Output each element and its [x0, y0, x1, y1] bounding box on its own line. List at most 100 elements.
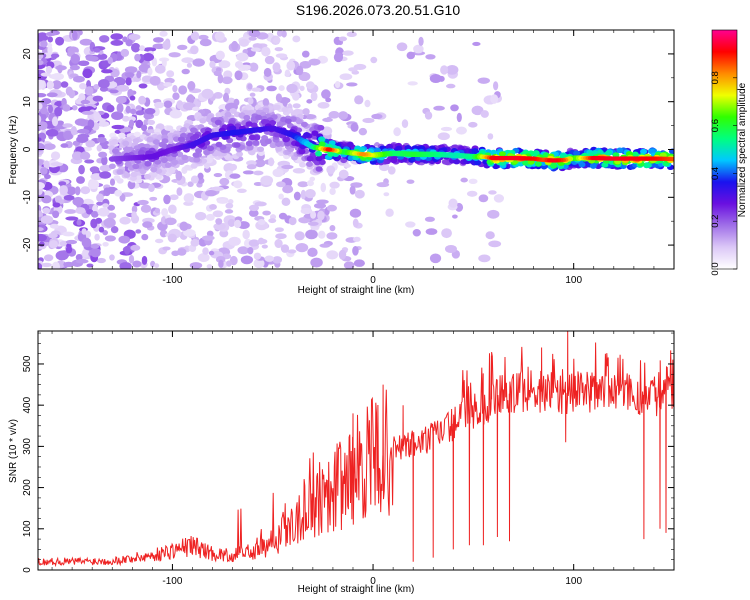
spectrogram-cell	[102, 203, 109, 208]
spectrogram-cell	[343, 163, 352, 168]
spectrogram-cell	[192, 58, 205, 67]
spectrogram-cell	[65, 239, 78, 245]
spectrogram-cell	[425, 228, 438, 235]
spectrogram-cell	[84, 86, 94, 96]
spectrogram-cell	[257, 146, 265, 153]
spectrogram-cell	[107, 212, 117, 220]
spectrogram-cell	[97, 207, 110, 217]
spectrogram-cell	[179, 221, 189, 232]
spectrogram-cell	[425, 54, 436, 60]
spectrogram-cell	[38, 227, 44, 232]
spectrogram-cell	[192, 106, 200, 112]
spectrogram-cell	[292, 167, 306, 174]
spectrogram-cell	[119, 262, 132, 269]
spectrogram-cell	[143, 173, 151, 180]
spectrogram-cell	[275, 53, 288, 59]
spectrogram-cell	[405, 221, 416, 228]
spectrogram-cell	[534, 161, 542, 167]
spectrogram-cell	[487, 209, 500, 219]
spectrogram-cell	[38, 241, 45, 247]
spectrogram-cell	[305, 161, 313, 167]
spectrogram-cell	[98, 151, 108, 158]
spectrogram-cell	[72, 75, 85, 83]
spectrogram-cell	[299, 161, 307, 168]
spectrogram-cell	[460, 177, 468, 183]
figure-title: S196.2026.073.20.51.G10	[296, 2, 460, 18]
spectrogram-cell	[219, 177, 230, 186]
spectrogram-cell	[224, 209, 234, 214]
spectrogram-cell	[248, 62, 259, 72]
spectrogram-cell	[41, 262, 52, 268]
spectrogram-cell	[38, 143, 46, 152]
spectrogram-cell	[456, 112, 462, 123]
spectrogram-cell	[46, 92, 58, 98]
spectrogram-cell	[317, 101, 330, 109]
spectrogram-cell	[81, 110, 94, 115]
spectrogram-cell	[248, 239, 260, 247]
spectrogram-cell	[90, 243, 100, 249]
spectrogram-cell	[60, 81, 69, 88]
spectrogram-cell	[262, 210, 271, 216]
spectrogram-cell	[107, 56, 113, 65]
spectrogram-cell	[616, 147, 624, 154]
spectrogram-cell	[197, 172, 204, 180]
spectrogram-cell	[308, 58, 321, 66]
spectrogram-cell	[116, 169, 124, 175]
spectrogram-cell	[453, 158, 461, 165]
spectrogram-cell	[257, 218, 266, 225]
spectrogram-cell	[144, 160, 152, 167]
spectrogram-cell	[141, 124, 148, 132]
spectrogram-cell	[429, 253, 442, 264]
spectrogram-cell	[149, 153, 157, 160]
spectrogram-cell	[93, 83, 100, 90]
spectrogram-cell	[234, 70, 243, 81]
spectrogram-cell	[488, 190, 497, 195]
spectrogram-cell	[307, 247, 318, 257]
spectrogram-cell	[181, 68, 190, 75]
spectrogram-cell	[94, 233, 100, 241]
snr-ytick-label: 500	[22, 355, 33, 372]
spectrogram-cell	[193, 156, 201, 163]
spectrogram-cell	[104, 235, 116, 242]
spectrogram-cell	[177, 136, 185, 143]
spectrogram-cell	[264, 55, 275, 65]
spectrogram-cell	[41, 195, 52, 204]
spectrogram-cell	[429, 74, 442, 84]
spectrogram-cell	[161, 58, 167, 68]
spectrogram-cell	[208, 250, 215, 256]
spectrogram-cell	[78, 93, 86, 102]
spectrogram-cell	[110, 33, 124, 41]
spectrogram-cell	[213, 173, 223, 178]
spectrogram-cell	[148, 183, 155, 193]
spectrogram-cell	[146, 129, 157, 134]
colorbar-tick-label: 0.6	[710, 119, 721, 132]
spectrogram-cell	[201, 88, 214, 99]
spectrogram-cell	[396, 42, 408, 52]
spectrogram-cell	[281, 30, 287, 38]
spectrogram-cell	[245, 121, 253, 127]
spectrogram-cell	[215, 256, 226, 263]
spectrogram-cell	[142, 221, 153, 228]
spectrogram-cell	[40, 40, 48, 48]
spectrogram-cell	[490, 149, 498, 156]
spectrogram-cell	[522, 160, 530, 166]
spectrogram-cell	[252, 170, 264, 176]
spectrogram-cell	[122, 115, 130, 122]
spectrogram-cell	[306, 155, 314, 162]
spectrogram-cell	[328, 110, 340, 119]
spectrogram-cell	[338, 169, 349, 179]
spectrogram-cell	[124, 72, 135, 78]
spectrogram-cell	[74, 118, 88, 126]
spectrogram-cell	[401, 119, 409, 129]
spectrogram-cell	[96, 257, 106, 264]
spectrogram-cell	[311, 130, 319, 136]
spectrogram-cell	[125, 77, 132, 86]
spectrogram-cell	[107, 204, 116, 211]
spectrogram-cell	[352, 246, 359, 256]
spectrogram-cell	[349, 185, 356, 195]
spectrogram-cell	[82, 68, 93, 79]
spectrogram-cell	[154, 238, 164, 244]
spectrogram-cell	[80, 99, 91, 105]
spectrogram-cell	[508, 155, 516, 161]
spectrogram-cell	[269, 142, 277, 149]
